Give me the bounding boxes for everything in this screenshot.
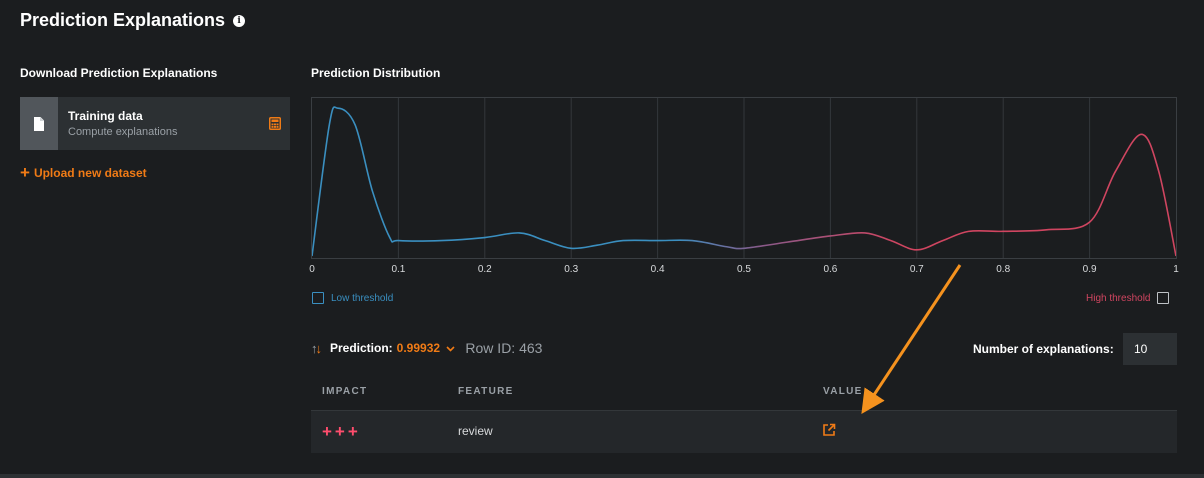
feature-name: review [458, 424, 493, 438]
column-header-feature: FEATURE [458, 386, 514, 397]
dataset-subtitle: Compute explanations [68, 126, 178, 138]
x-tick-label: 0.3 [564, 264, 579, 275]
prediction-row: ↑↓ Prediction: 0.99932 Row ID: 463 [311, 340, 542, 356]
plus-icon: + [20, 163, 30, 182]
row-id: Row ID: 463 [465, 340, 543, 356]
page-title: Prediction Explanations [20, 10, 226, 30]
chart-title: Prediction Distribution [311, 66, 441, 80]
impact-indicator: +++ [322, 422, 361, 441]
chevron-down-icon [446, 346, 455, 352]
high-threshold-checkbox[interactable] [1157, 292, 1170, 304]
x-tick-label: 0 [309, 264, 315, 275]
x-tick-label: 0.8 [996, 264, 1011, 275]
low-threshold-label: Low threshold [331, 292, 394, 304]
external-link-icon[interactable] [822, 423, 836, 442]
x-tick-label: 0.5 [737, 264, 751, 275]
info-icon[interactable]: i [233, 14, 246, 27]
prediction-distribution-chart[interactable] [311, 97, 1177, 259]
bottom-scrollbar[interactable] [0, 474, 1204, 478]
x-tick-label: 1 [1173, 264, 1179, 275]
download-section-title: Download Prediction Explanations [20, 66, 218, 80]
dataset-name: Training data [68, 109, 143, 123]
low-threshold-checkbox[interactable] [312, 292, 324, 304]
low-threshold[interactable]: Low threshold [312, 292, 393, 304]
upload-label: Upload new dataset [33, 166, 147, 180]
calculator-icon[interactable] [260, 97, 290, 150]
prediction-value: 0.99932 [396, 341, 441, 355]
num-explanations-label: Number of explanations: [973, 342, 1114, 356]
column-header-impact: IMPACT [322, 386, 368, 397]
high-threshold-label: High threshold [1086, 292, 1151, 304]
x-tick-label: 0.6 [823, 264, 838, 275]
page-header: Prediction Explanations i [20, 10, 246, 31]
high-threshold[interactable]: High threshold [1086, 292, 1170, 304]
column-header-value: VALUE [823, 386, 863, 397]
x-tick-label: 0.2 [477, 264, 492, 275]
x-tick-label: 0.1 [391, 264, 406, 275]
prediction-value-dropdown[interactable]: 0.99932 [397, 341, 456, 355]
dataset-card[interactable]: Training data Compute explanations [20, 97, 290, 150]
prediction-label: Prediction: [330, 341, 393, 355]
upload-dataset-link[interactable]: + Upload new dataset [20, 163, 147, 182]
x-tick-label: 0.4 [650, 264, 665, 275]
file-icon [20, 97, 58, 150]
x-tick-label: 0.9 [1082, 264, 1097, 275]
distribution-line [312, 106, 1176, 257]
sort-icon[interactable]: ↑↓ [311, 340, 322, 356]
num-explanations-input[interactable]: 10 [1123, 333, 1177, 365]
x-tick-label: 0.7 [909, 264, 924, 275]
table-row [311, 410, 1177, 453]
